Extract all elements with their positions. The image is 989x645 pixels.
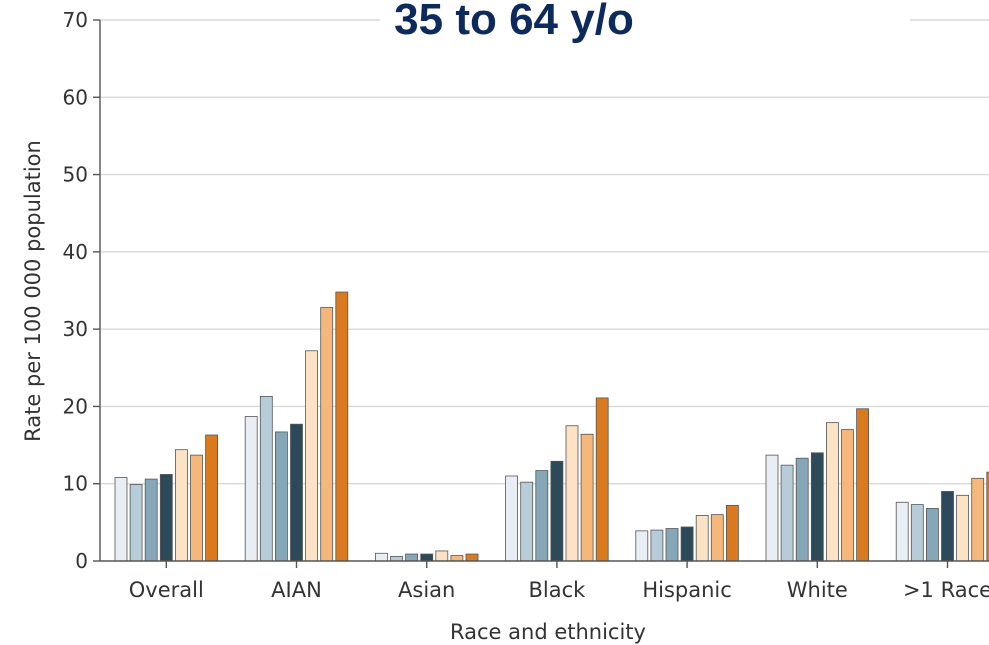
- y-tick-label: 10: [63, 472, 88, 496]
- x-tick-label: Asian: [398, 578, 455, 602]
- bar: [895, 501, 909, 562]
- bar: [374, 552, 388, 562]
- bar: [205, 434, 219, 562]
- x-tick-label: Hispanic: [642, 578, 731, 602]
- bar: [420, 553, 434, 562]
- bar: [956, 494, 969, 562]
- bar: [114, 477, 128, 562]
- bar: [535, 470, 549, 562]
- bar: [635, 530, 649, 562]
- bar: [505, 475, 519, 562]
- bar: [680, 526, 694, 562]
- bar: [190, 454, 203, 562]
- bar: [144, 478, 158, 562]
- bar: [450, 555, 464, 562]
- bar: [941, 491, 954, 562]
- x-tick-label: Black: [528, 578, 586, 602]
- bar: [274, 431, 288, 562]
- y-tick-label: 50: [63, 163, 88, 187]
- y-axis-title: Rate per 100 000 population: [21, 140, 45, 442]
- y-tick-label: 20: [63, 394, 88, 418]
- y-tick-label: 0: [75, 549, 88, 573]
- bar: [926, 508, 939, 562]
- bar-group: [635, 504, 739, 562]
- x-axis-title: Race and ethnicity: [450, 620, 646, 644]
- bar: [565, 425, 579, 562]
- bar: [665, 528, 679, 562]
- y-tick-label: 60: [63, 85, 88, 109]
- bar: [780, 464, 794, 562]
- bar: [795, 457, 809, 562]
- bar: [726, 504, 739, 562]
- bars: [114, 291, 989, 562]
- bar: [129, 484, 143, 562]
- bar: [826, 422, 839, 562]
- x-tick-label: >1 Race: [903, 578, 989, 602]
- bar-group: [244, 291, 349, 562]
- bar: [695, 515, 709, 562]
- bar-group: [114, 434, 219, 562]
- bar: [841, 429, 854, 562]
- bar: [910, 504, 924, 562]
- bar: [244, 416, 258, 562]
- bar: [520, 481, 534, 562]
- bar: [465, 553, 479, 562]
- bar-group: [765, 408, 869, 562]
- x-tick-label: Overall: [129, 578, 204, 602]
- bar: [174, 449, 188, 562]
- bar: [405, 553, 419, 562]
- x-tick-label: AIAN: [271, 578, 322, 602]
- gridlines: [100, 19, 989, 485]
- bar: [305, 350, 319, 562]
- bar: [290, 423, 303, 562]
- bar: [335, 291, 349, 562]
- bar: [550, 460, 564, 562]
- bar-group: [505, 397, 609, 562]
- bar: [986, 471, 989, 562]
- bar: [435, 550, 449, 562]
- y-axis-ticks: 0 10 20 30 40 50 60 70: [63, 8, 100, 573]
- bar: [856, 408, 869, 562]
- bar: [971, 477, 985, 562]
- bar: [810, 452, 824, 562]
- bar: [765, 454, 779, 562]
- y-tick-label: 30: [63, 317, 88, 341]
- bar: [650, 529, 664, 562]
- x-axis-ticks: Overall AIAN Asian Black Hispanic White >1 Rac…: [129, 561, 989, 602]
- bar: [259, 395, 273, 562]
- x-tick-label: White: [787, 578, 848, 602]
- y-tick-label: 70: [63, 8, 88, 32]
- y-tick-label: 40: [63, 240, 88, 264]
- bar: [320, 307, 334, 562]
- bar: [595, 397, 609, 562]
- bar: [159, 474, 173, 562]
- bar: [580, 433, 594, 562]
- bar: [710, 514, 724, 562]
- chart-title: 35 to 64 y/o: [394, 0, 634, 44]
- bar-group: [374, 550, 479, 562]
- bar-group: [895, 471, 989, 562]
